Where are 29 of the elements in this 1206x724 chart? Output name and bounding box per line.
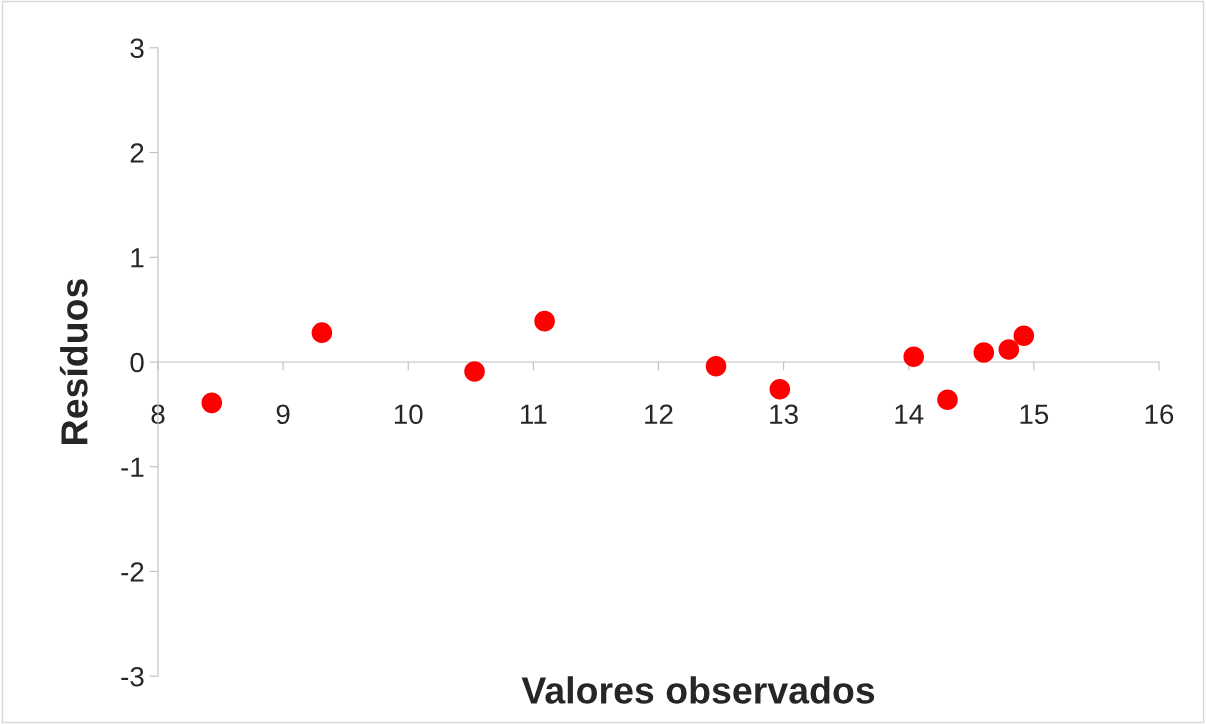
x-tick-label: 9 — [276, 404, 290, 425]
y-tick-label: -3 — [121, 666, 144, 687]
point — [705, 355, 727, 377]
x-tick-label: 11 — [521, 404, 547, 424]
x-tick-label: 12 — [645, 404, 673, 424]
x-tick-label: 14 — [895, 404, 924, 424]
y-tick-label: 2 — [130, 143, 144, 163]
point — [998, 339, 1020, 360]
point — [311, 322, 333, 343]
point — [201, 392, 223, 414]
x-axis-title: Valores observados — [521, 676, 875, 704]
x-tick-label: 10 — [394, 404, 423, 425]
point — [769, 378, 791, 400]
x-tick-label: 13 — [770, 404, 798, 425]
x-tick-label: 16 — [1145, 404, 1174, 425]
y-tick-label: 0 — [130, 352, 144, 373]
point — [903, 346, 925, 368]
y-tick-label: 1 — [131, 248, 144, 268]
point — [1013, 325, 1035, 347]
point — [937, 389, 958, 411]
y-axis-title: Resíduos — [59, 279, 88, 444]
y-tick-label: -1 — [121, 457, 144, 477]
y-tick-label: -2 — [121, 562, 144, 582]
point — [973, 342, 995, 363]
x-tick-label: 8 — [151, 404, 165, 425]
point — [534, 310, 555, 332]
x-tick-label: 15 — [1020, 404, 1049, 425]
y-tick-label: 3 — [130, 38, 144, 59]
point — [464, 361, 485, 382]
